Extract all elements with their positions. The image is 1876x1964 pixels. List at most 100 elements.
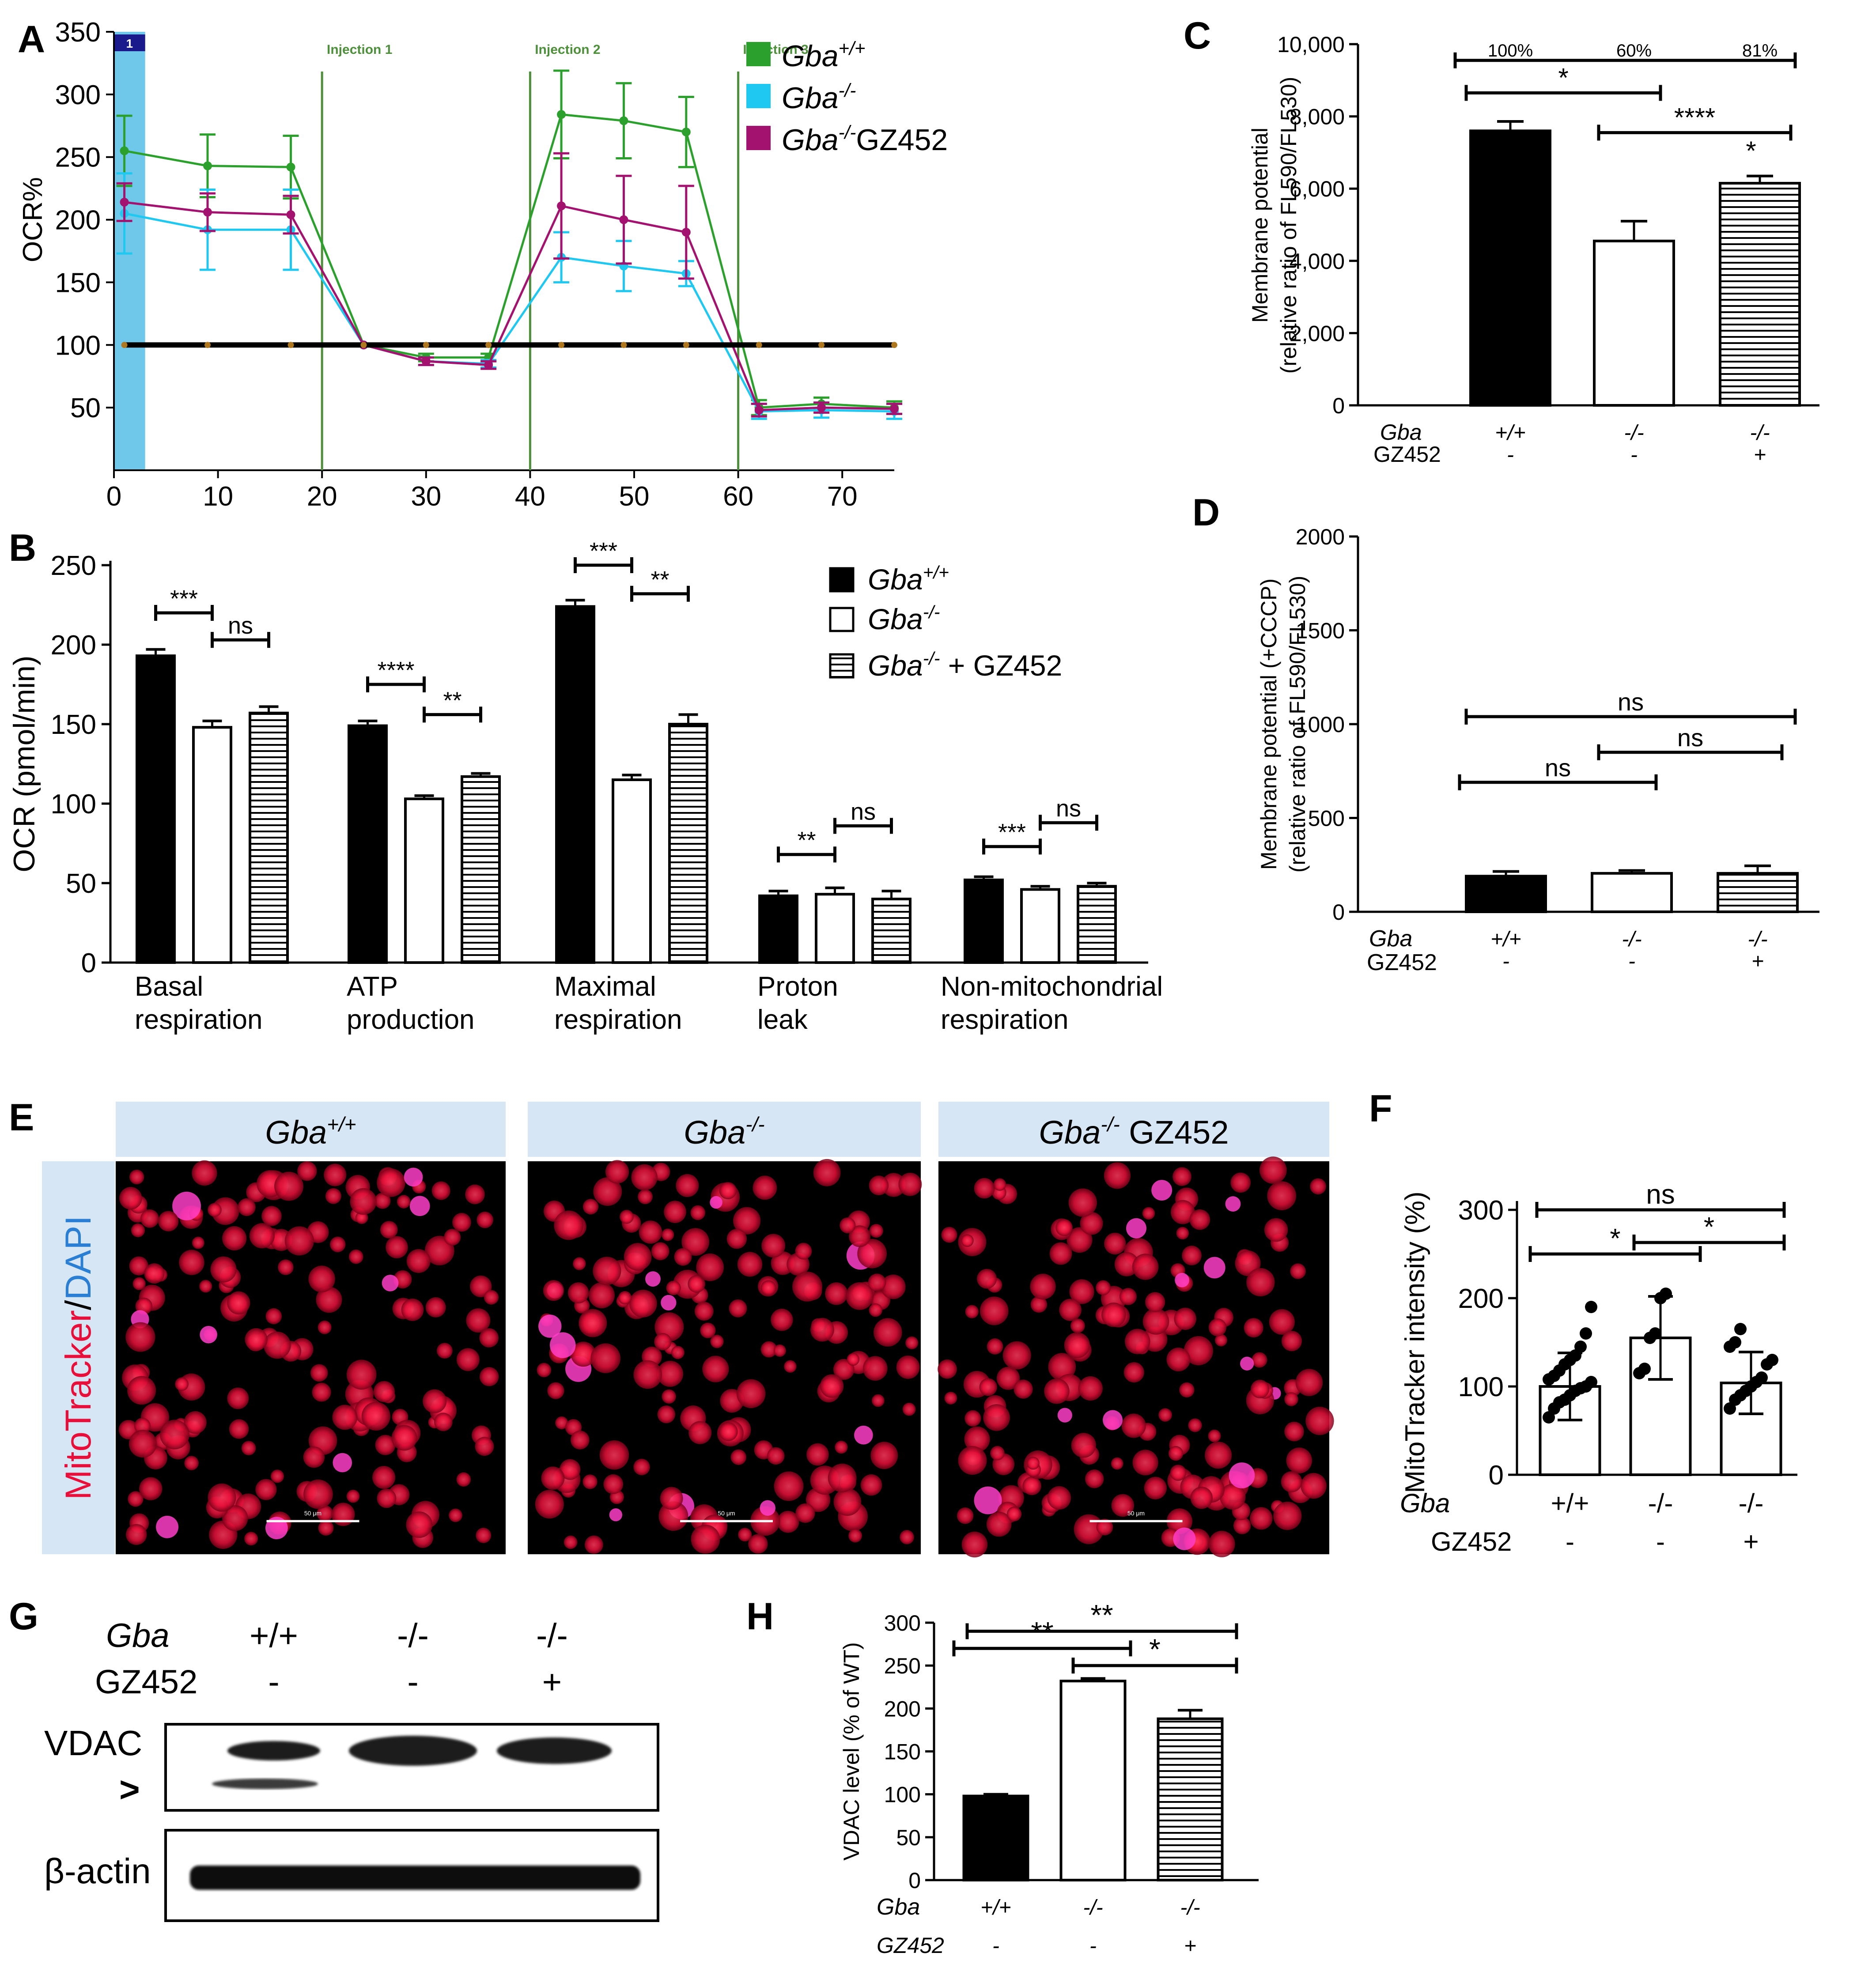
y-tick-label: 150 bbox=[51, 710, 96, 740]
data-point bbox=[120, 197, 129, 207]
cell bbox=[470, 1275, 492, 1298]
cell bbox=[318, 1520, 334, 1536]
cell bbox=[868, 1273, 886, 1292]
bar bbox=[612, 778, 652, 964]
gz452-label: - bbox=[992, 1934, 999, 1958]
cell bbox=[657, 1405, 676, 1424]
y-axis-label: OCR (pmol/min) bbox=[8, 655, 41, 872]
legend-label-0: Gba+/+ bbox=[868, 562, 949, 596]
x-tick-label: 50 bbox=[619, 481, 650, 512]
cell bbox=[1168, 1446, 1184, 1461]
y-tick-label: 0 bbox=[81, 948, 96, 978]
y-tick-label: 350 bbox=[55, 17, 101, 48]
panel-f-mitotracker-intensity-chart: 0 100 200 300 +/+ - -/- - -/- + Gba GZ452 ns * * MitoTr… bbox=[1400, 1179, 1797, 1556]
cell bbox=[719, 1422, 738, 1441]
legend-swatch-2 bbox=[829, 653, 855, 679]
cell bbox=[1166, 1347, 1191, 1371]
cell bbox=[1151, 1180, 1172, 1201]
row-label-gz452: GZ452 bbox=[1367, 950, 1437, 975]
panel-label-c: C bbox=[1184, 15, 1211, 57]
cell bbox=[131, 1223, 145, 1238]
cell bbox=[312, 1382, 331, 1402]
cell bbox=[1068, 1188, 1097, 1217]
cell bbox=[795, 1243, 812, 1260]
cell bbox=[126, 1524, 147, 1545]
blot-lane-gba: -/- bbox=[536, 1617, 568, 1654]
category-label: +/+ bbox=[1490, 928, 1521, 951]
cell bbox=[618, 1291, 632, 1305]
cell bbox=[702, 1356, 729, 1382]
significance-bracket-label: ** bbox=[797, 827, 816, 854]
panel-label-h: H bbox=[746, 1595, 774, 1638]
cell bbox=[129, 1256, 148, 1276]
cell bbox=[1189, 1209, 1210, 1230]
cell bbox=[263, 1331, 291, 1359]
data-point bbox=[1734, 1323, 1747, 1335]
row-label-gz452: GZ452 bbox=[1373, 442, 1441, 467]
cell bbox=[773, 1344, 786, 1357]
cell bbox=[537, 1363, 552, 1378]
cell bbox=[401, 1298, 424, 1321]
bar bbox=[1719, 181, 1801, 407]
cell bbox=[840, 1217, 856, 1234]
cell bbox=[881, 1173, 906, 1197]
cell bbox=[905, 1336, 919, 1349]
cell bbox=[733, 1207, 761, 1235]
cell bbox=[317, 1505, 333, 1522]
y-tick-label: 200 bbox=[51, 630, 96, 661]
cell bbox=[125, 1322, 155, 1352]
cell bbox=[1078, 1376, 1103, 1401]
blot-lane-gz452: - bbox=[407, 1663, 418, 1701]
cell bbox=[1273, 1501, 1302, 1530]
blot-row-gz452: GZ452 bbox=[95, 1663, 197, 1701]
cell bbox=[479, 1328, 499, 1348]
cell bbox=[958, 1446, 987, 1475]
cell bbox=[325, 1188, 341, 1204]
cell bbox=[567, 1282, 589, 1303]
gz452-label: - bbox=[1656, 1527, 1665, 1556]
blot-vdac-band-2 bbox=[497, 1737, 612, 1764]
cell bbox=[452, 1212, 471, 1232]
cell bbox=[1229, 1462, 1255, 1488]
cell bbox=[374, 1193, 391, 1209]
cell bbox=[688, 1421, 712, 1444]
category-label: -/- bbox=[1747, 928, 1767, 951]
cell bbox=[1208, 1429, 1221, 1443]
blot-actin-band bbox=[190, 1866, 640, 1890]
cell bbox=[1301, 1473, 1327, 1499]
cell bbox=[1111, 1494, 1135, 1517]
cell bbox=[1233, 1517, 1251, 1534]
blot-vdac-band-0 bbox=[227, 1741, 320, 1760]
cell bbox=[854, 1425, 873, 1445]
column-header-1: Gba-/- bbox=[684, 1113, 764, 1151]
cell bbox=[476, 1527, 492, 1543]
legend-label-2: Gba-/- + GZ452 bbox=[868, 648, 1062, 682]
y-tick-label: 200 bbox=[1458, 1284, 1504, 1314]
data-point bbox=[754, 405, 764, 415]
significance-bracket-label: *** bbox=[998, 819, 1026, 846]
column-header-bg-1 bbox=[528, 1102, 921, 1157]
stain-label: MitoTracker/DAPI bbox=[58, 1216, 98, 1500]
y-tick-label: 0 bbox=[1332, 900, 1345, 925]
bar bbox=[1157, 1717, 1224, 1881]
cell bbox=[1123, 1362, 1144, 1383]
data-point bbox=[203, 208, 212, 217]
cell bbox=[265, 1517, 288, 1540]
cell bbox=[579, 1309, 607, 1337]
cell bbox=[696, 1253, 724, 1281]
cell bbox=[833, 1488, 862, 1516]
cell bbox=[172, 1191, 201, 1220]
cell bbox=[869, 1175, 889, 1196]
cell bbox=[1124, 1329, 1150, 1354]
bar bbox=[1469, 129, 1551, 407]
cell bbox=[582, 1474, 598, 1489]
cell bbox=[406, 1249, 431, 1273]
cell bbox=[156, 1515, 179, 1538]
cell bbox=[303, 1479, 333, 1509]
data-point bbox=[681, 227, 691, 237]
bar bbox=[668, 723, 708, 964]
y-tick-label: 300 bbox=[1458, 1195, 1504, 1226]
cell bbox=[1264, 1218, 1288, 1242]
cell bbox=[184, 1456, 199, 1470]
category-label: leak bbox=[757, 1005, 808, 1035]
